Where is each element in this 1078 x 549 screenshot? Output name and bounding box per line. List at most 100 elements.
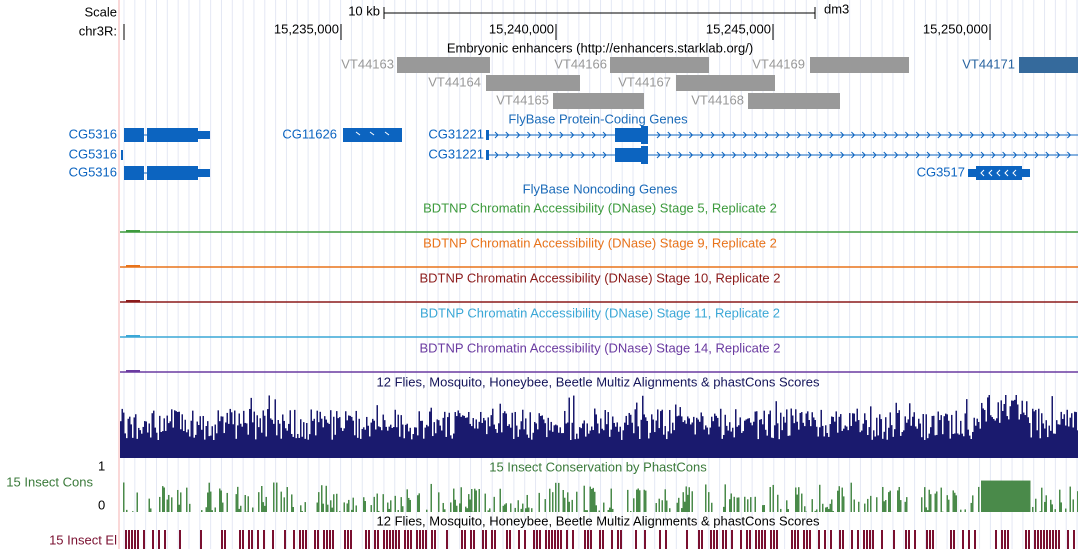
signal-bar: [307, 439, 309, 458]
signal-bar: [1029, 423, 1031, 458]
signal-bar: [658, 428, 660, 458]
signal-bar: [930, 494, 932, 512]
signal-bar: [913, 412, 915, 458]
signal-bar: [493, 496, 495, 512]
signal-bar: [934, 435, 936, 458]
signal-bar: [180, 492, 182, 512]
signal-bar: [181, 414, 183, 458]
signal-bar: [291, 433, 293, 458]
signal-bar: [336, 411, 338, 458]
signal-bar: [1000, 480, 1002, 512]
signal-bar: [585, 436, 587, 458]
signal-bar: [730, 431, 732, 458]
strand-arrow: [1056, 131, 1061, 139]
enhancer[interactable]: [1019, 57, 1078, 73]
signal-bar: [939, 420, 941, 458]
enhancer[interactable]: [397, 57, 490, 73]
signal-bar: [933, 415, 935, 458]
signal-bar: [853, 413, 855, 458]
signal-bar: [943, 416, 945, 458]
signal-bar: [622, 430, 624, 458]
signal-bar: [409, 499, 411, 512]
signal-bar: [211, 426, 213, 458]
signal-bar: [288, 423, 290, 458]
signal-bar: [435, 433, 437, 458]
signal-bar: [528, 507, 530, 512]
signal-bar: [301, 511, 303, 512]
gene[interactable]: [486, 126, 1078, 144]
signal-bar: [792, 415, 794, 458]
signal-bar: [798, 487, 800, 512]
signal-bar: [1074, 411, 1076, 458]
signal-bar: [565, 423, 567, 458]
gene-label: CG31221: [428, 146, 484, 161]
signal-bar: [970, 439, 972, 458]
signal-bar: [1053, 433, 1055, 458]
enhancer[interactable]: [676, 75, 775, 91]
signal-bar: [981, 402, 983, 458]
signal-bar: [688, 487, 690, 512]
strand-arrow: [926, 131, 931, 139]
signal-bar: [625, 415, 627, 458]
gene[interactable]: [343, 128, 402, 142]
element: [143, 530, 145, 549]
enhancer[interactable]: [810, 57, 909, 73]
signal-bar: [945, 413, 947, 458]
signal-bar: [364, 501, 366, 512]
signal-bar: [171, 409, 173, 458]
signal-bar: [982, 408, 984, 458]
gene[interactable]: [121, 150, 123, 160]
signal-bar: [273, 423, 275, 458]
signal-bar: [829, 424, 831, 458]
signal-bar: [850, 425, 852, 458]
signal-bar: [531, 439, 533, 458]
signal-bar: [456, 505, 458, 512]
gene[interactable]: [124, 128, 210, 142]
gene[interactable]: [968, 166, 1030, 180]
signal-bar: [331, 439, 333, 458]
signal-bar: [127, 418, 129, 458]
signal-bar: [393, 427, 395, 458]
signal-bar: [846, 426, 848, 458]
enhancer[interactable]: [610, 57, 709, 73]
signal-bar: [1000, 400, 1002, 458]
signal-bar: [927, 438, 929, 458]
strand-arrow: [721, 131, 726, 139]
signal-bar: [1047, 437, 1049, 458]
signal-bar: [811, 412, 813, 458]
element: [545, 530, 547, 549]
signal-bar: [469, 423, 471, 458]
signal-bar: [145, 421, 147, 458]
signal-bar: [1054, 433, 1056, 458]
signal-bar: [487, 417, 489, 458]
signal-bar: [264, 415, 266, 458]
element: [725, 530, 727, 549]
strand-arrow: [797, 131, 802, 139]
gene[interactable]: [124, 166, 210, 180]
enhancer[interactable]: [486, 75, 580, 91]
element: [1004, 530, 1006, 549]
enhancer[interactable]: [553, 93, 644, 109]
signal-bar: [477, 428, 479, 458]
enhancer[interactable]: [748, 93, 840, 109]
element: [749, 530, 751, 549]
signal-bar: [682, 492, 684, 512]
gene[interactable]: [486, 146, 1078, 164]
signal-bar: [240, 423, 242, 458]
signal-bar: [432, 436, 434, 458]
signal-bar: [838, 416, 840, 458]
signal-bar: [150, 437, 152, 458]
signal-bar: [277, 420, 279, 458]
element: [368, 530, 370, 549]
signal-bar: [826, 433, 828, 458]
signal-bar: [411, 439, 413, 458]
signal-bar: [328, 423, 330, 458]
strand-arrow: [807, 151, 812, 159]
signal-bar: [960, 420, 962, 458]
signal-bar: [402, 506, 404, 512]
signal-bar: [648, 438, 650, 458]
enhancer-label: VT44169: [752, 56, 805, 71]
signal-bar: [246, 423, 248, 458]
signal-bar: [598, 510, 600, 512]
signal-bar: [787, 435, 789, 458]
